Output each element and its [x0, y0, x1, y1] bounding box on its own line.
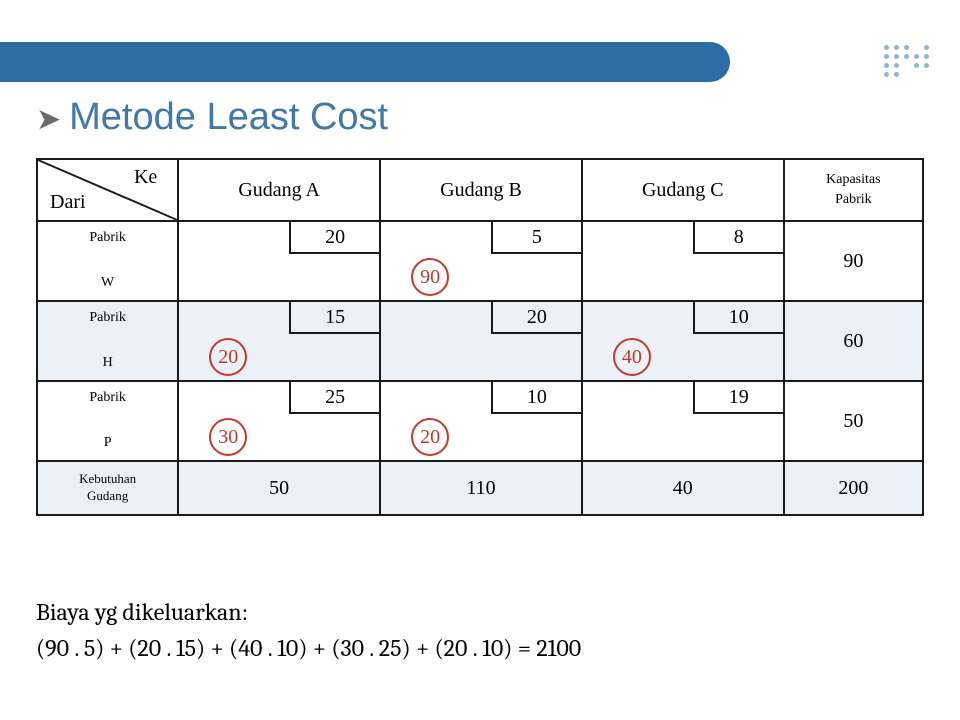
capacity-p: 50: [784, 381, 923, 461]
cost-value: 10: [491, 382, 581, 414]
demand-row: Kebutuhan Gudang 50 110 40 200: [37, 461, 923, 515]
cell-h-c: 10 40: [582, 301, 784, 381]
grand-total: 200: [784, 461, 923, 515]
table-row: Pabrik P 25 30 10 20 19 50: [37, 381, 923, 461]
col-header-c: Gudang C: [582, 159, 784, 221]
bullet-arrow-icon: ➤: [36, 103, 61, 136]
demand-label: Kebutuhan Gudang: [37, 461, 178, 515]
cost-value: 25: [289, 382, 379, 414]
table-row: Pabrik H 1520 20 1040 60: [37, 301, 923, 381]
cost-value: 20: [289, 222, 379, 254]
cost-value: 20: [491, 302, 581, 334]
decorative-dots: [884, 44, 934, 78]
cell-p-c: 19: [582, 381, 784, 461]
demand-c: 40: [582, 461, 784, 515]
cost-value: 5: [491, 222, 581, 254]
cost-value: 8: [693, 222, 783, 254]
col-header-b: Gudang B: [380, 159, 582, 221]
demand-a: 50: [178, 461, 380, 515]
corner-from-label: Dari: [50, 191, 86, 214]
header-bar: [0, 42, 730, 82]
cell-h-b: 20: [380, 301, 582, 381]
cell-h-a: 1520: [178, 301, 380, 381]
cost-equation: (90 . 5) + (20 . 15) + (40 . 10) + (30 .…: [36, 634, 581, 662]
cost-value: 15: [289, 302, 379, 334]
table-row: Pabrik W 20 5 90 8 90: [37, 221, 923, 301]
capacity-header-l2: Pabrik: [835, 192, 872, 207]
cell-w-c: 8: [582, 221, 784, 301]
cell-p-a: 25 30: [178, 381, 380, 461]
cost-value: 10: [693, 302, 783, 334]
capacity-header: Kapasitas Pabrik: [784, 159, 923, 221]
row-label-p: Pabrik P: [37, 381, 178, 461]
allocation-circle: 20: [209, 338, 247, 376]
capacity-h: 60: [784, 301, 923, 381]
corner-to-label: Ke: [134, 166, 157, 189]
allocation-circle: 40: [613, 338, 651, 376]
corner-cell: Ke Dari: [37, 159, 178, 221]
capacity-header-l1: Kapasitas: [826, 172, 880, 187]
cell-w-a: 20: [178, 221, 380, 301]
row-label-w: Pabrik W: [37, 221, 178, 301]
cost-value: 19: [693, 382, 783, 414]
cell-w-b: 5 90: [380, 221, 582, 301]
demand-b: 110: [380, 461, 582, 515]
row-label-h: Pabrik H: [37, 301, 178, 381]
col-header-a: Gudang A: [178, 159, 380, 221]
title-text: Metode Least Cost: [69, 96, 388, 138]
cell-p-b: 10 20: [380, 381, 582, 461]
allocation-circle: 90: [411, 258, 449, 296]
transportation-table: Ke Dari Gudang A Gudang B Gudang C Kapas…: [36, 158, 924, 516]
allocation-circle: 30: [209, 418, 247, 456]
page-title: ➤Metode Least Cost: [36, 96, 388, 139]
capacity-w: 90: [784, 221, 923, 301]
cost-label: Biaya yg dikeluarkan:: [36, 598, 248, 626]
allocation-circle: 20: [411, 418, 449, 456]
